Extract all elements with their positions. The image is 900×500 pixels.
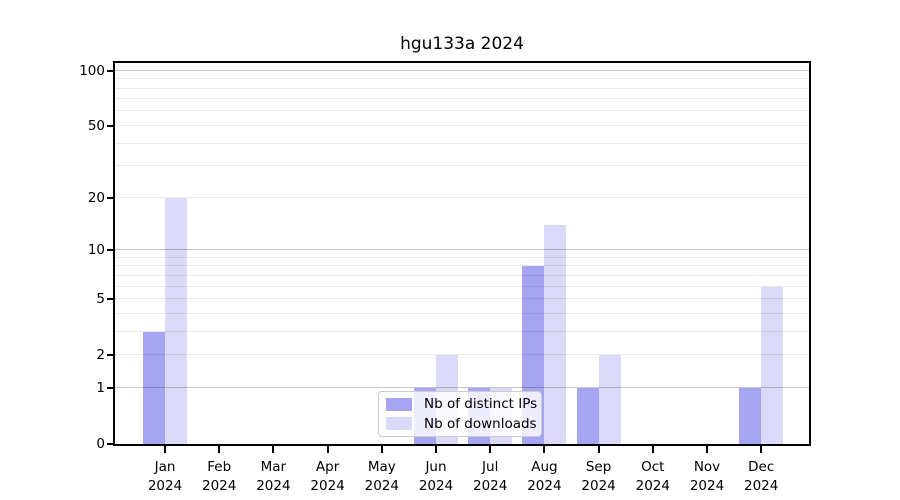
gridline-30 (115, 165, 809, 167)
x-tick-label-mar: Mar 2024 (256, 459, 291, 494)
chart-title: hgu133a 2024 (400, 34, 524, 54)
x-tick-nov (706, 446, 708, 453)
legend: Nb of distinct IPs Nb of downloads (378, 391, 542, 437)
y-tick-label-5: 5 (96, 291, 105, 307)
x-tick-label-feb: Feb 2024 (202, 459, 237, 494)
x-tick-jul (489, 446, 492, 453)
gridline-6 (115, 285, 809, 287)
gridline-40 (115, 142, 809, 144)
bar-distinct-ips-dec (739, 387, 762, 444)
y-tick-label-0: 0 (96, 436, 105, 452)
gridline-5 (115, 298, 809, 299)
x-tick-label-dec: Dec 2024 (744, 459, 779, 494)
legend-label-distinct-ips: Nb of distinct IPs (424, 396, 538, 413)
x-tick-label-may: May 2024 (364, 459, 399, 494)
y-tick-10 (107, 249, 113, 251)
gridline-20 (115, 196, 809, 198)
x-tick-jun (435, 446, 437, 453)
x-tick-label-sep: Sep 2024 (581, 459, 616, 494)
bar-distinct-ips-jan (143, 331, 165, 444)
y-tick-1 (107, 386, 113, 389)
y-tick-100 (107, 69, 113, 72)
x-tick-label-apr: Apr 2024 (310, 459, 345, 494)
legend-swatch-distinct-ips (386, 397, 412, 411)
y-tick-label-10: 10 (87, 242, 105, 258)
legend-item-distinct-ips: Nb of distinct IPs (386, 396, 538, 413)
gridline-10 (115, 249, 809, 250)
gridline-1 (115, 386, 809, 388)
gridline-50 (115, 124, 809, 126)
y-tick-50 (107, 124, 113, 127)
y-tick-0 (107, 443, 113, 445)
x-tick-label-aug: Aug 2024 (527, 459, 562, 494)
x-tick-label-oct: Oct 2024 (635, 459, 670, 494)
gridline-90 (115, 78, 809, 80)
gridline-9 (115, 256, 809, 258)
gridline-60 (115, 110, 809, 112)
x-tick-label-nov: Nov 2024 (689, 459, 725, 494)
bar-downloads-sep (598, 355, 621, 444)
legend-swatch-downloads (386, 417, 412, 431)
x-tick-label-jun: Jun 2024 (418, 459, 454, 494)
gridline-4 (115, 312, 809, 314)
y-tick-2 (107, 354, 113, 357)
x-tick-dec (760, 446, 763, 453)
y-tick-20 (107, 196, 113, 199)
bar-downloads-dec (761, 286, 784, 444)
x-tick-may (380, 446, 383, 453)
gridline-70 (115, 98, 809, 100)
x-tick-label-jul: Jul 2024 (473, 459, 508, 494)
y-tick-label-100: 100 (79, 62, 105, 79)
y-tick-5 (107, 298, 113, 300)
x-tick-oct (651, 446, 654, 453)
x-tick-sep (597, 446, 600, 453)
bar-downloads-aug (544, 224, 567, 444)
y-tick-label-50: 50 (87, 117, 105, 134)
gridline-100 (115, 69, 809, 71)
x-tick-feb (218, 446, 221, 453)
bar-downloads-jan (165, 197, 187, 444)
legend-label-downloads: Nb of downloads (424, 415, 537, 432)
gridline-80 (115, 87, 809, 89)
y-tick-label-2: 2 (96, 347, 105, 364)
gridline-3 (115, 330, 809, 332)
bar-distinct-ips-sep (576, 387, 599, 444)
x-tick-aug (543, 446, 546, 453)
plot-area: Nb of distinct IPs Nb of downloads 0 1 2 5 1… (79, 61, 811, 494)
x-tick-apr (326, 446, 329, 453)
x-tick-label-jan: Jan 2024 (147, 459, 183, 494)
x-tick-jan (164, 446, 166, 453)
gridline-8 (115, 265, 809, 267)
legend-item-downloads: Nb of downloads (386, 415, 537, 433)
y-tick-label-1: 1 (96, 379, 105, 396)
y-tick-label-20: 20 (87, 189, 105, 206)
x-tick-mar (272, 446, 275, 453)
gridline-2 (115, 354, 809, 356)
gridline-7 (115, 274, 809, 276)
